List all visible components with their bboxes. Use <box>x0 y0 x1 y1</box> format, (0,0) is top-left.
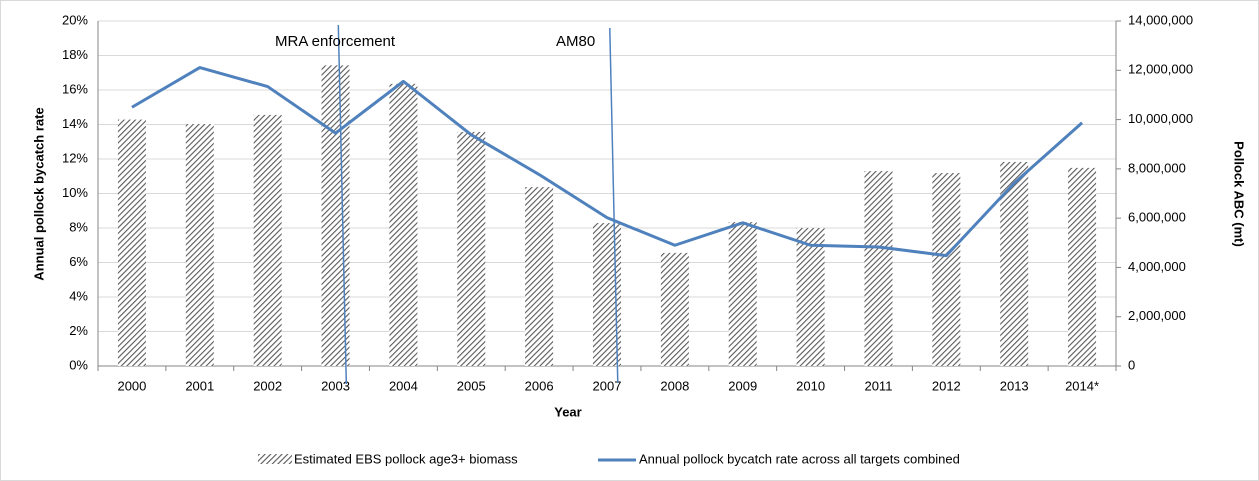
y-axis-title: Annual pollock bycatch rate <box>31 107 46 280</box>
bar <box>660 252 689 366</box>
bar <box>796 228 825 366</box>
bar <box>253 114 282 366</box>
y2-tick-label: 2,000,000 <box>1128 308 1186 323</box>
x-tick-label: 2001 <box>185 378 214 393</box>
bar <box>525 187 554 366</box>
bar <box>117 119 146 366</box>
x-axis-title: Year <box>554 404 581 419</box>
y2-tick-label: 14,000,000 <box>1128 12 1193 27</box>
y2-tick-label: 6,000,000 <box>1128 210 1186 225</box>
legend-label: Estimated EBS pollock age3+ biomass <box>294 451 518 466</box>
y2-tick-label: 10,000,000 <box>1128 111 1193 126</box>
x-tick-label: 2004 <box>389 378 418 393</box>
x-tick-label: 2003 <box>321 378 350 393</box>
y2-tick-label: 4,000,000 <box>1128 259 1186 274</box>
y-tick-label: 2% <box>69 323 88 338</box>
bar <box>864 171 893 366</box>
x-tick-label: 2010 <box>796 378 825 393</box>
y-tick-label: 0% <box>69 357 88 372</box>
x-tick-label: 2012 <box>932 378 961 393</box>
annotation-line <box>609 27 619 384</box>
x-tick-label: 2013 <box>1000 378 1029 393</box>
x-tick-label: 2002 <box>253 378 282 393</box>
bar <box>457 131 486 366</box>
bar <box>185 124 214 366</box>
y2-tick-label: 12,000,000 <box>1128 62 1193 77</box>
x-tick-label: 2008 <box>660 378 689 393</box>
y-tick-label: 4% <box>69 288 88 303</box>
x-tick-label: 2009 <box>728 378 757 393</box>
y-tick-label: 20% <box>62 12 88 27</box>
y-tick-label: 6% <box>69 254 88 269</box>
x-tick-label: 2007 <box>593 378 622 393</box>
x-tick-label: 2005 <box>457 378 486 393</box>
line <box>131 66 1084 258</box>
x-tick-label: 2006 <box>525 378 554 393</box>
legend-label: Annual pollock bycatch rate across all t… <box>639 451 960 466</box>
y2-tick-label: 0 <box>1128 357 1135 372</box>
annotation-line <box>337 24 348 385</box>
bar <box>1068 167 1097 366</box>
x-tick-label: 2000 <box>117 378 146 393</box>
y-tick-label: 14% <box>62 116 88 131</box>
bar <box>389 83 418 366</box>
bar <box>728 222 757 366</box>
annotation: AM80 <box>556 33 595 50</box>
x-tick-label: 2011 <box>864 378 892 393</box>
y-tick-label: 8% <box>69 219 88 234</box>
legend-swatch <box>258 454 292 464</box>
x-tick-label: 2014* <box>1065 378 1099 393</box>
annotation: MRA enforcement <box>275 33 396 50</box>
bar <box>932 173 961 366</box>
y-tick-label: 10% <box>62 185 88 200</box>
y-tick-label: 12% <box>62 150 88 165</box>
bar <box>1000 161 1029 366</box>
y-tick-label: 18% <box>62 47 88 62</box>
y2-tick-label: 8,000,000 <box>1128 160 1186 175</box>
y-tick-label: 16% <box>62 81 88 96</box>
y2-axis-title: Pollock ABC (mt) <box>1232 141 1247 247</box>
